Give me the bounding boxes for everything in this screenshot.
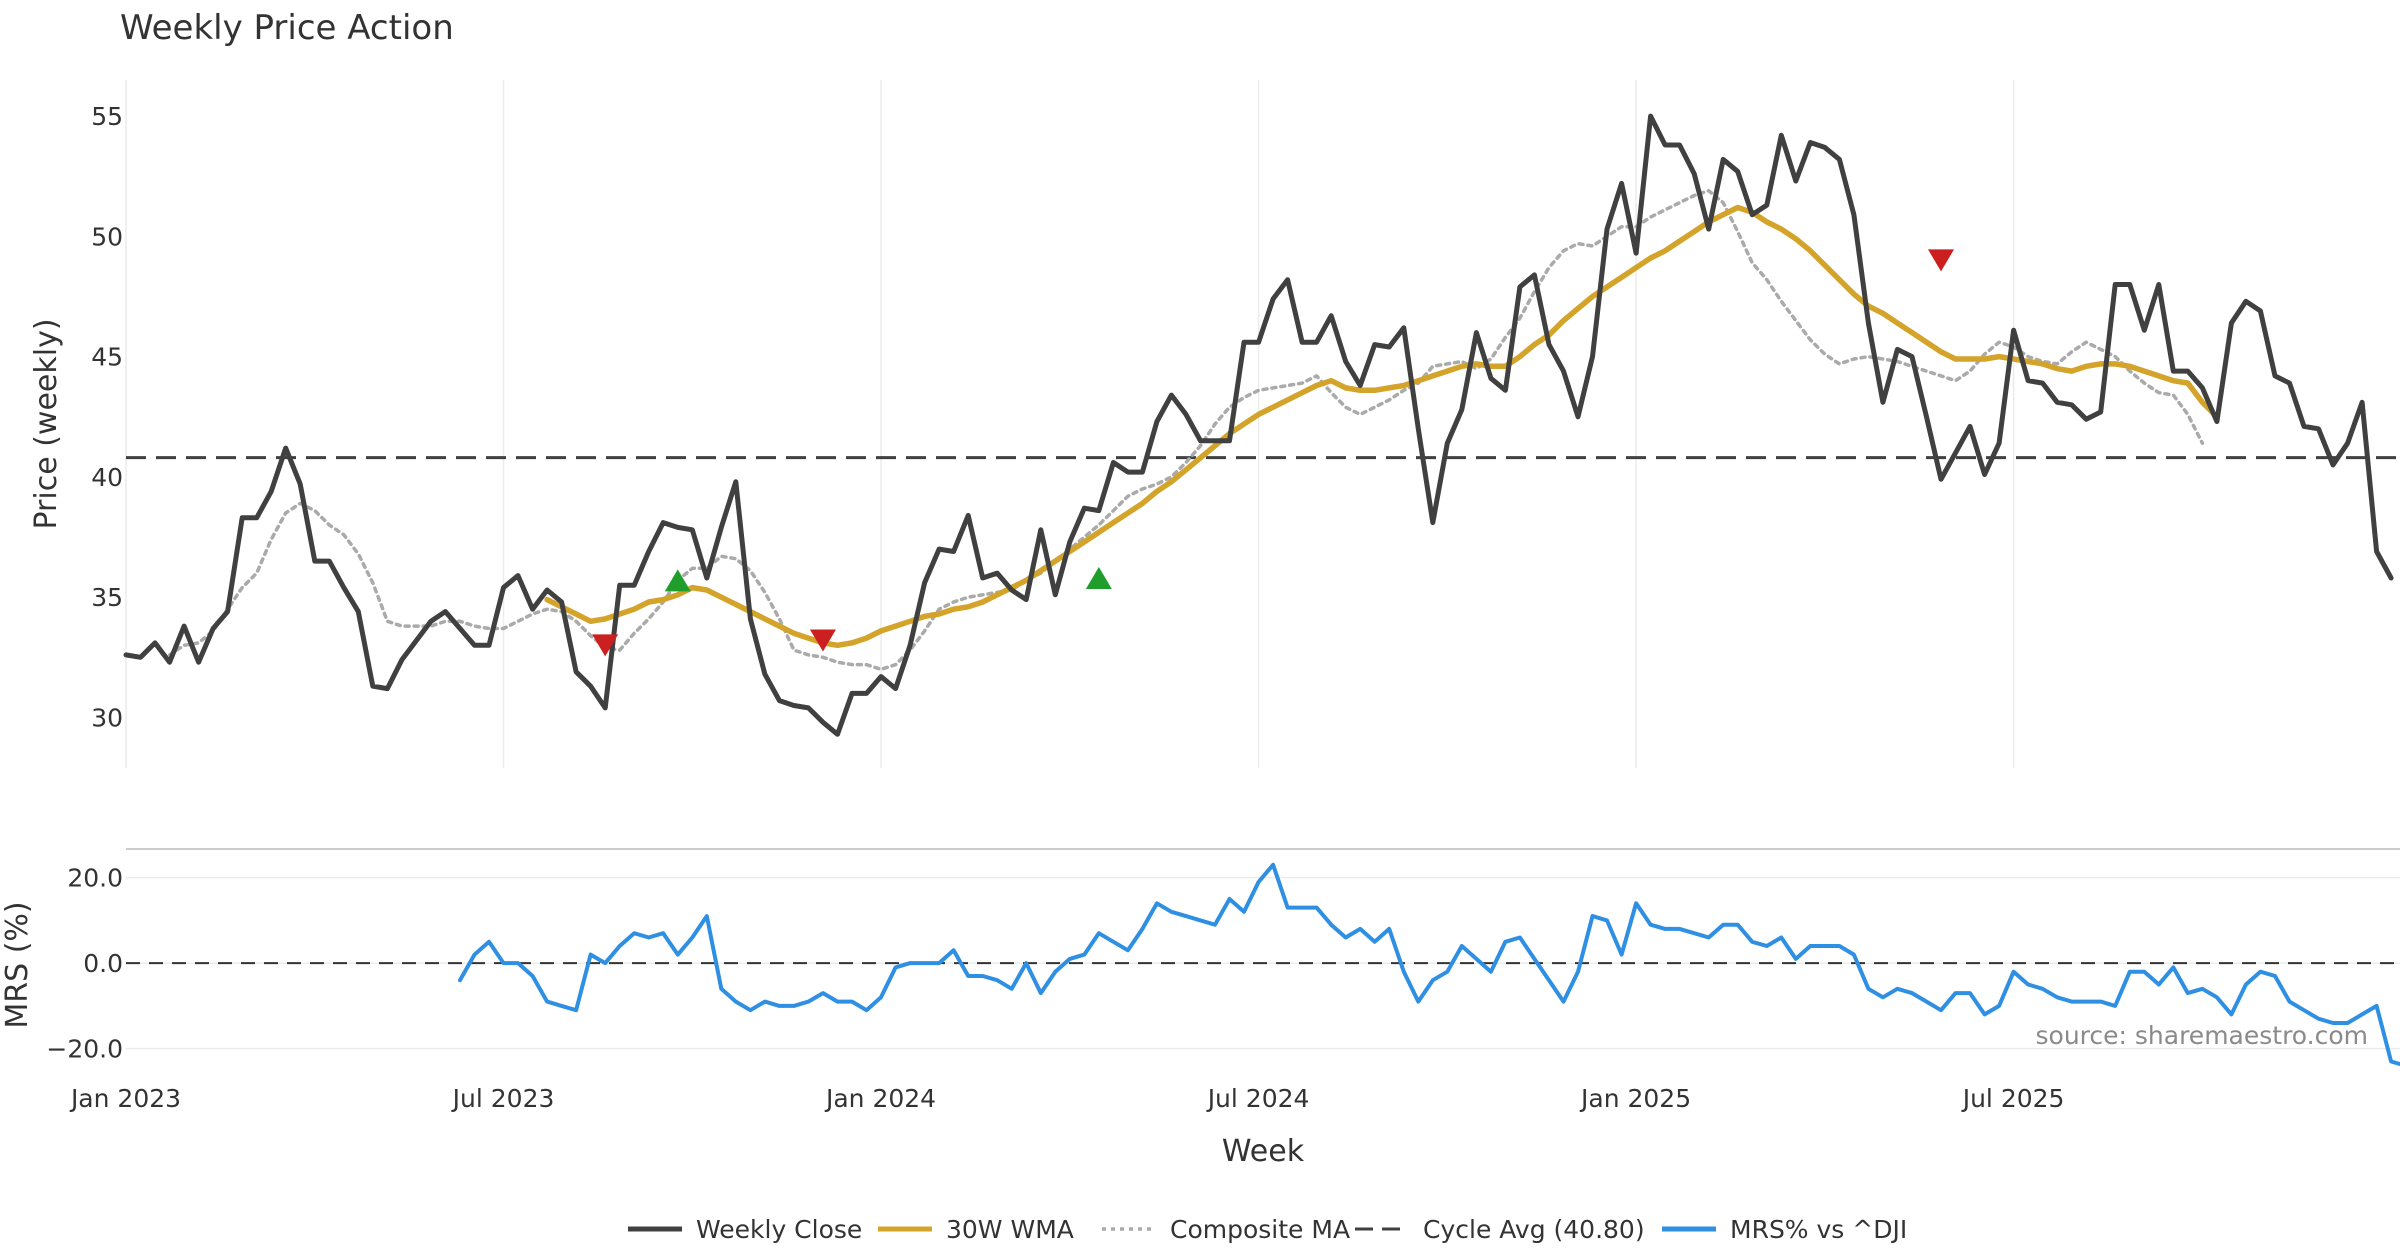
mrs-y-tick-label: 20.0 [67,864,123,893]
x-tick-label: Jul 2024 [1206,1084,1310,1113]
legend-label: Composite MA [1170,1215,1350,1244]
mrs-y-tick-label: −20.0 [46,1035,123,1064]
price-y-tick-label: 30 [91,703,123,732]
x-tick-label: Jan 2024 [824,1084,936,1113]
legend-item: Cycle Avg (40.80) [1355,1215,1645,1244]
legend-item: MRS% vs ^DJI [1662,1215,1907,1244]
legend-label: Weekly Close [696,1215,862,1244]
legend-item: Composite MA [1102,1215,1350,1244]
legend: Weekly Close 30W WMA Composite MA Cycle Avg… [628,1215,1907,1244]
price-y-tick-label: 45 [91,343,123,372]
series-layer [123,113,2400,1067]
chart-title: Weekly Price Action [120,8,454,48]
signal-markers [592,249,1954,657]
reference-lines [126,456,2400,965]
price-y-axis-label: Price (weekly) [29,318,64,529]
sell-signal-marker [809,629,836,652]
x-axis-label: Week [1222,1134,1305,1169]
source-note: source: sharemaestro.com [2036,1021,2369,1050]
wma-30w-line [544,204,2220,649]
x-tick-label: Jul 2025 [1961,1084,2065,1113]
legend-label: Cycle Avg (40.80) [1423,1215,1645,1244]
mrs-y-axis-label: MRS (%) [0,901,35,1028]
sell-signal-marker [1928,249,1954,272]
sell-signal-marker [592,634,619,657]
legend-item: Weekly Close [628,1215,862,1244]
price-y-tick-label: 35 [91,583,123,612]
price-gridlines [125,80,2015,768]
buy-signal-marker [664,569,691,592]
price-y-tick-labels: 30 35 40 45 50 55 [91,102,123,732]
legend-label: MRS% vs ^DJI [1730,1215,1907,1244]
x-tick-labels: Jan 2023 Jul 2023 Jan 2024 Jul 2024 Jan 2025… [69,1084,2065,1113]
x-tick-label: Jan 2025 [1579,1084,1691,1113]
price-y-tick-label: 55 [91,102,123,131]
mrs-y-tick-label: 0.0 [83,949,123,978]
legend-label: 30W WMA [946,1215,1074,1244]
composite-ma-line [167,188,2205,672]
x-tick-label: Jul 2023 [451,1084,555,1113]
mrs-line [458,862,2400,1067]
x-tick-label: Jan 2023 [69,1084,181,1113]
mrs-y-tick-labels: 20.0 0.0 −20.0 [46,864,123,1064]
weekly-close-line [123,113,2394,737]
buy-signal-marker [1085,566,1112,589]
price-y-tick-label: 50 [91,222,123,251]
price-y-tick-label: 40 [91,463,123,492]
legend-item: 30W WMA [878,1215,1074,1244]
